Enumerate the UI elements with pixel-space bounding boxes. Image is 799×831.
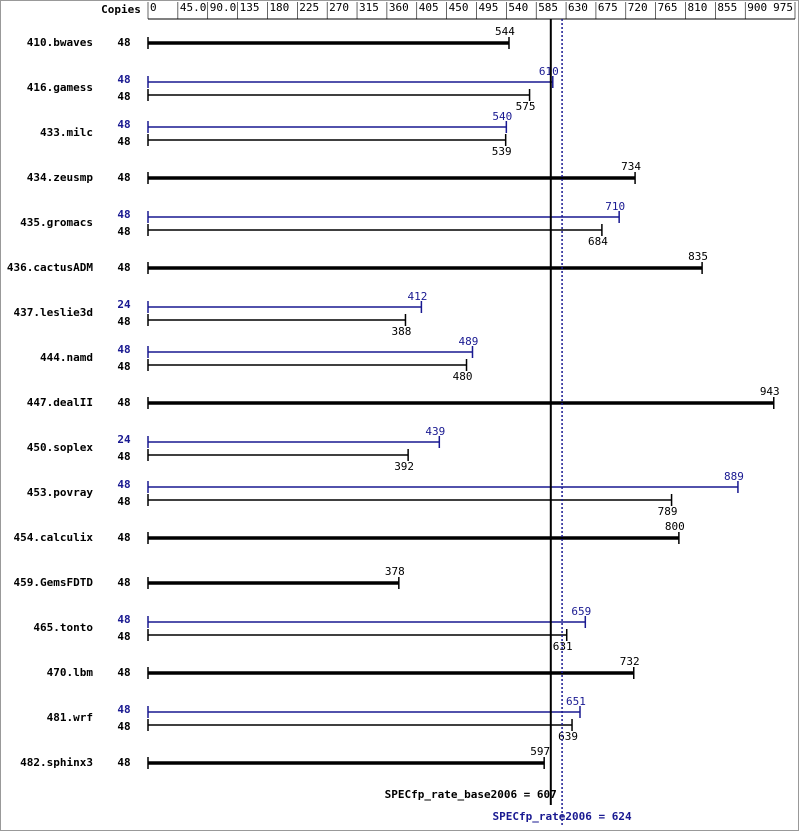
benchmark-name: 465.tonto xyxy=(33,621,93,634)
copies: 48 xyxy=(117,630,130,643)
value-label: 789 xyxy=(658,505,678,518)
value-label: 889 xyxy=(724,470,744,483)
value-label: 480 xyxy=(453,370,473,383)
copies: 48 xyxy=(117,135,130,148)
x-tick-label: 405 xyxy=(419,1,439,14)
x-tick-label: 495 xyxy=(478,1,498,14)
value-label: 610 xyxy=(539,65,559,78)
copies: 48 xyxy=(117,343,130,356)
value-label: 651 xyxy=(566,695,586,708)
value-label: 732 xyxy=(620,655,640,668)
copies: 48 xyxy=(117,73,130,86)
x-tick-label: 975 xyxy=(773,1,793,14)
x-tick-label: 0 xyxy=(150,1,157,14)
value-label: 631 xyxy=(553,640,573,653)
copies: 48 xyxy=(117,225,130,238)
value-label: 800 xyxy=(665,520,685,533)
benchmark-name: 435.gromacs xyxy=(20,216,93,229)
copies: 48 xyxy=(117,613,130,626)
x-tick-label: 630 xyxy=(568,1,588,14)
copies: 48 xyxy=(117,360,130,373)
copies: 24 xyxy=(117,433,131,446)
x-tick-label: 675 xyxy=(598,1,618,14)
x-tick-label: 45.0 xyxy=(180,1,207,14)
copies: 48 xyxy=(117,478,130,491)
x-tick-label: 225 xyxy=(299,1,319,14)
copies: 48 xyxy=(117,90,130,103)
reference-label: SPECfp_rate2006 = 624 xyxy=(493,810,632,823)
x-tick-label: 90.0 xyxy=(210,1,237,14)
value-label: 684 xyxy=(588,235,608,248)
copies: 48 xyxy=(117,208,130,221)
copies: 48 xyxy=(117,118,130,131)
copies: 48 xyxy=(117,495,130,508)
benchmark-name: 459.GemsFDTD xyxy=(14,576,94,589)
copies-header: Copies xyxy=(101,3,141,16)
value-label: 489 xyxy=(459,335,479,348)
benchmark-name: 481.wrf xyxy=(47,711,93,724)
benchmark-name: 437.leslie3d xyxy=(14,306,93,319)
copies: 48 xyxy=(117,315,130,328)
copies: 48 xyxy=(117,576,130,589)
copies: 48 xyxy=(117,756,130,769)
benchmark-name: 416.gamess xyxy=(27,81,93,94)
value-label: 597 xyxy=(530,745,550,758)
x-tick-label: 135 xyxy=(240,1,260,14)
benchmark-name: 450.soplex xyxy=(27,441,94,454)
value-label: 544 xyxy=(495,25,515,38)
benchmark-name: 453.povray xyxy=(27,486,94,499)
value-label: 378 xyxy=(385,565,405,578)
x-tick-label: 315 xyxy=(359,1,379,14)
x-tick-label: 765 xyxy=(658,1,678,14)
benchmark-name: 447.dealII xyxy=(27,396,93,409)
x-tick-label: 585 xyxy=(538,1,558,14)
copies: 48 xyxy=(117,531,130,544)
value-label: 540 xyxy=(492,110,512,123)
value-label: 659 xyxy=(571,605,591,618)
benchmark-name: 436.cactusADM xyxy=(7,261,93,274)
x-tick-label: 540 xyxy=(508,1,528,14)
benchmark-name: 410.bwaves xyxy=(27,36,93,49)
benchmark-name: 454.calculix xyxy=(14,531,94,544)
benchmark-name: 433.milc xyxy=(40,126,93,139)
reference-label: SPECfp_rate_base2006 = 607 xyxy=(385,788,557,801)
copies: 48 xyxy=(117,666,130,679)
copies: 48 xyxy=(117,450,130,463)
benchmark-name: 444.namd xyxy=(40,351,93,364)
benchmark-name: 434.zeusmp xyxy=(27,171,94,184)
value-label: 734 xyxy=(621,160,641,173)
x-tick-label: 855 xyxy=(717,1,737,14)
value-label: 575 xyxy=(516,100,536,113)
copies: 48 xyxy=(117,36,130,49)
copies: 48 xyxy=(117,171,130,184)
copies: 48 xyxy=(117,396,130,409)
x-tick-label: 180 xyxy=(269,1,289,14)
x-tick-label: 720 xyxy=(628,1,648,14)
benchmark-name: 482.sphinx3 xyxy=(20,756,93,769)
value-label: 835 xyxy=(688,250,708,263)
value-label: 392 xyxy=(394,460,414,473)
copies: 48 xyxy=(117,261,130,274)
x-tick-label: 810 xyxy=(688,1,708,14)
value-label: 539 xyxy=(492,145,512,158)
value-label: 639 xyxy=(558,730,578,743)
copies: 48 xyxy=(117,720,130,733)
x-tick-label: 360 xyxy=(389,1,409,14)
value-label: 943 xyxy=(760,385,780,398)
copies: 48 xyxy=(117,703,130,716)
x-tick-label: 450 xyxy=(449,1,469,14)
value-label: 439 xyxy=(425,425,445,438)
x-tick-label: 900 xyxy=(747,1,767,14)
value-label: 388 xyxy=(392,325,412,338)
value-label: 710 xyxy=(605,200,625,213)
copies: 24 xyxy=(117,298,131,311)
value-label: 412 xyxy=(407,290,427,303)
benchmark-name: 470.lbm xyxy=(47,666,94,679)
x-tick-label: 270 xyxy=(329,1,349,14)
